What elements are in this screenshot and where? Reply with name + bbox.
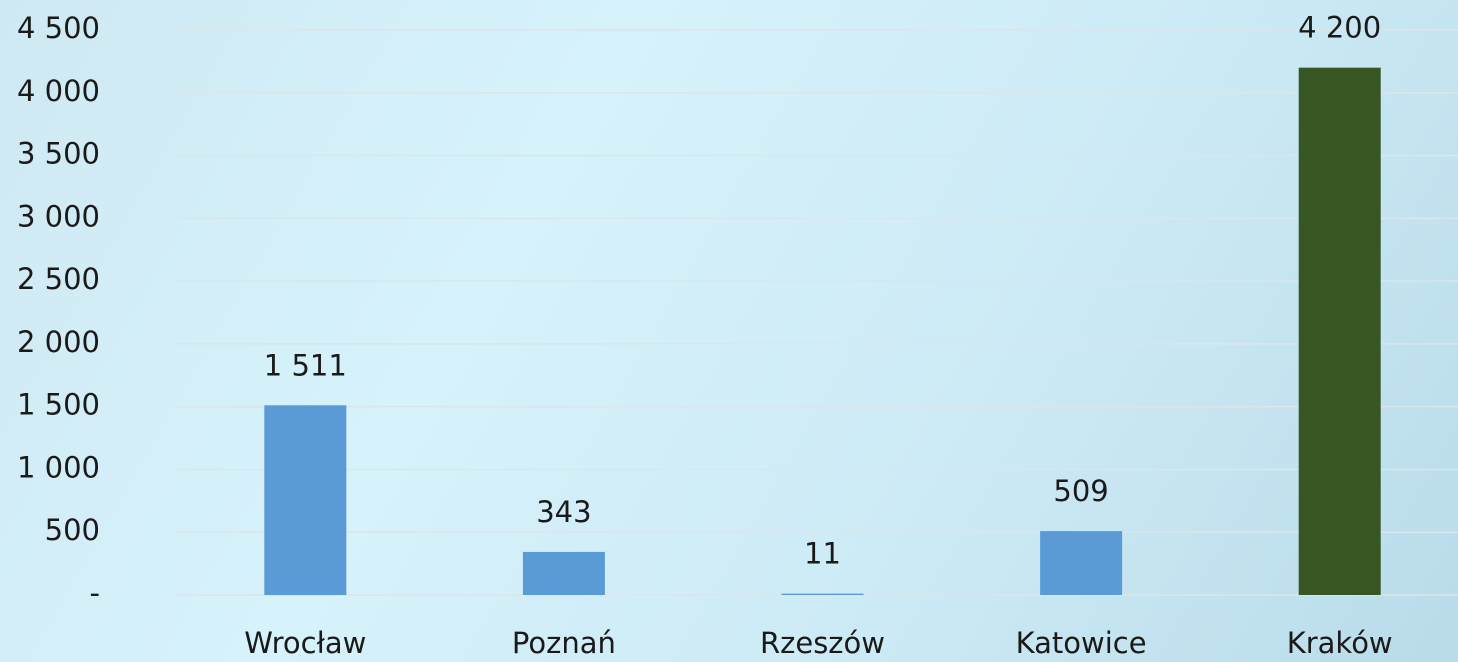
x-tick-label: Rzeszów — [760, 626, 885, 660]
x-tick-label: Poznań — [512, 626, 616, 660]
value-label: 343 — [536, 495, 591, 529]
x-tick-label: Kraków — [1287, 626, 1393, 660]
value-label: 11 — [804, 537, 841, 571]
bar — [523, 552, 605, 595]
bar — [782, 594, 864, 595]
y-tick-label: 2 500 — [17, 262, 100, 296]
bar — [1299, 68, 1381, 595]
y-tick-label: 1 500 — [17, 388, 100, 422]
x-tick-label: Wrocław — [244, 626, 366, 660]
value-label: 4 200 — [1298, 11, 1381, 45]
y-tick-label: 500 — [45, 513, 100, 547]
chart: - 500 1 000 1 500 2 000 2 500 3 000 3 500 4 000 4… — [0, 0, 1458, 662]
value-label: 509 — [1053, 474, 1108, 508]
y-tick-label: 3 000 — [17, 199, 100, 233]
y-tick-label: 1 000 — [17, 450, 100, 484]
y-tick-label: 3 500 — [17, 137, 100, 171]
value-label: 1 511 — [264, 348, 347, 382]
y-tick-label: 2 000 — [17, 325, 100, 359]
bar — [264, 405, 346, 595]
x-tick-label: Katowice — [1016, 626, 1147, 660]
y-tick-label: 4 500 — [17, 11, 100, 45]
y-tick-label: 4 000 — [17, 74, 100, 108]
y-tick-label: - — [90, 576, 100, 610]
bar — [1040, 531, 1122, 595]
